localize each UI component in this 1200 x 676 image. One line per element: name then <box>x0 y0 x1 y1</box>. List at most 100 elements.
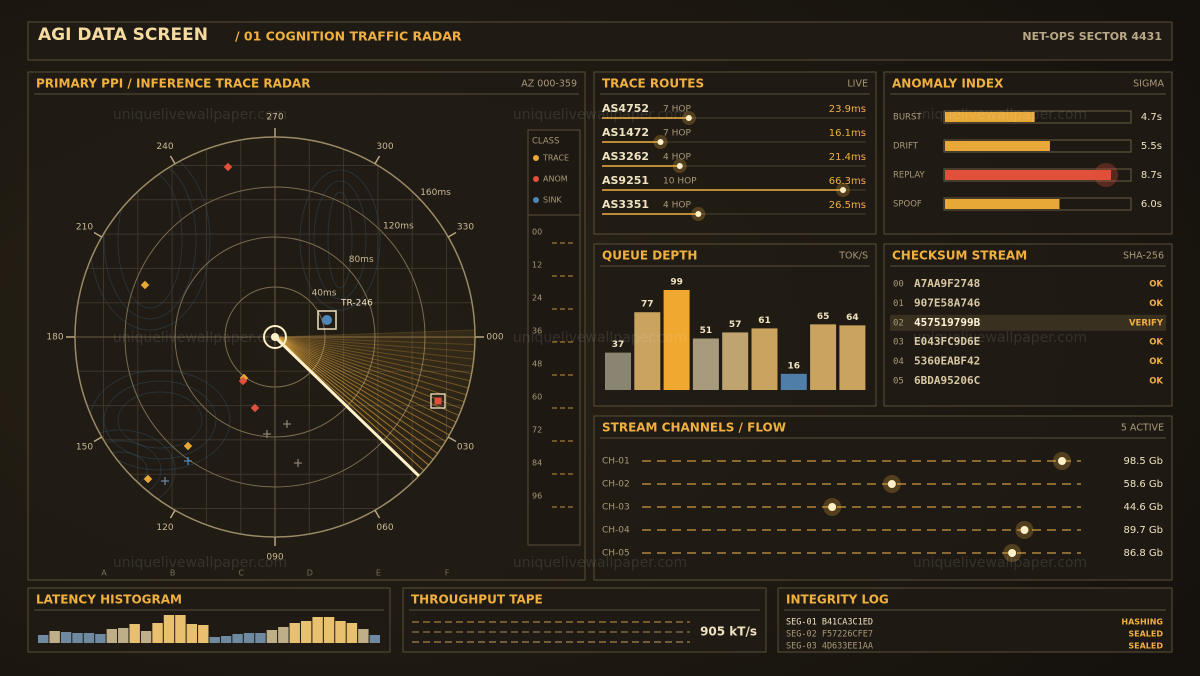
histogram-bar <box>243 633 255 643</box>
trace-blip <box>143 474 153 484</box>
hop-count: 4 HOP <box>663 153 691 163</box>
histogram-bar <box>278 627 289 643</box>
anom-target-box <box>430 393 446 409</box>
anomaly-glow <box>1094 163 1118 187</box>
histogram-bar <box>38 635 49 643</box>
histogram-bar <box>358 629 369 643</box>
legend-swatch <box>533 197 539 203</box>
sweep-trail <box>274 336 438 454</box>
asn: AS9251 <box>602 174 649 187</box>
panel-corner: 5 ACTIVE <box>1121 423 1164 434</box>
scale-label: 84 <box>532 459 542 468</box>
queue-label: 65 <box>817 312 830 322</box>
panel-corner: SIGMA <box>1133 79 1164 90</box>
histogram-bar <box>152 623 163 643</box>
channel-name: CH-02 <box>602 480 630 490</box>
plus-blip <box>263 430 271 438</box>
checksum-highlight <box>890 314 1166 331</box>
anomaly-bar <box>945 112 1035 122</box>
sweep-trail <box>274 336 457 423</box>
contour <box>117 391 203 449</box>
queue-label: 51 <box>700 326 713 336</box>
legend-title: CLASS <box>532 137 559 147</box>
route-knob <box>695 211 702 217</box>
column-label: B <box>170 569 176 578</box>
queue-bar <box>810 324 837 390</box>
queue-bar <box>663 290 690 390</box>
sweep-trail <box>274 336 475 353</box>
hop-count: 7 HOP <box>663 129 691 139</box>
histogram-bar <box>346 623 358 643</box>
checksum-index: 00 <box>893 280 904 290</box>
bearing-label: 090 <box>266 553 283 563</box>
anomaly-name: SPOOF <box>893 200 922 210</box>
route-knob <box>657 139 664 145</box>
histogram-bar <box>289 623 300 643</box>
anomaly-name: REPLAY <box>893 171 925 181</box>
histogram-bar <box>369 635 380 643</box>
watermark: uniquelivewallpaper.com <box>913 330 1087 346</box>
checksum-hash: 457519799B <box>914 316 981 329</box>
checksum-status: OK <box>1149 280 1163 290</box>
anom-blip <box>223 162 233 172</box>
column-label: A <box>101 569 107 578</box>
histogram-bar <box>140 631 152 643</box>
panel-frame <box>777 587 1173 653</box>
bearing-tick <box>447 436 457 443</box>
header-title: AGI DATA SCREEN <box>38 25 208 45</box>
target-label: TR-246 <box>340 299 373 309</box>
anomaly-track <box>943 110 1132 124</box>
panel-corner: LIVE <box>847 79 868 90</box>
histogram-bar <box>106 629 118 643</box>
queue-bar <box>722 332 749 390</box>
sweep-trail <box>274 336 460 416</box>
log-status: SEALED <box>1128 630 1163 639</box>
bearing-tick <box>93 436 103 443</box>
log-status: HASHING <box>1121 618 1163 627</box>
channel-value: 58.6 Gb <box>1123 479 1163 490</box>
anomaly-name: DRIFT <box>893 142 919 152</box>
queue-bar <box>839 325 866 390</box>
watermark: uniquelivewallpaper.com <box>913 107 1087 123</box>
channel-name: CH-01 <box>602 457 630 467</box>
checksum-index: 04 <box>893 357 904 367</box>
anomaly-track <box>943 139 1132 153</box>
anom-target-core <box>434 397 442 405</box>
asn: AS3351 <box>602 198 649 211</box>
bearing-label: 180 <box>46 333 63 343</box>
checksum-index: 01 <box>893 299 904 309</box>
panel-title: TRACE ROUTES <box>602 77 704 91</box>
sweep-trail <box>274 336 475 346</box>
bearing-tick <box>374 155 381 165</box>
panel-frame <box>402 587 767 653</box>
scale-label: 60 <box>532 393 542 402</box>
channel-knob <box>1020 526 1029 534</box>
histogram-bar <box>186 624 198 643</box>
queue-label: 99 <box>670 278 683 288</box>
sweep-trail <box>274 336 453 430</box>
latency: 21.4ms <box>829 152 866 163</box>
checksum-hash: 6BDA95206C <box>914 374 980 387</box>
sweep-trail <box>274 336 473 367</box>
asn: AS1472 <box>602 126 649 139</box>
route-knob <box>685 115 692 121</box>
histogram-bar <box>335 621 346 643</box>
anomaly-track <box>943 168 1132 182</box>
queue-label: 61 <box>758 316 771 326</box>
watermark: uniquelivewallpaper.com <box>113 107 287 123</box>
scale-label: 48 <box>532 360 542 369</box>
bearing-label: 270 <box>266 113 283 123</box>
checksum-index: 02 <box>893 318 904 328</box>
queue-bar <box>634 312 661 390</box>
queue-label: 16 <box>788 361 801 371</box>
channel-knob <box>887 480 896 488</box>
target-dot <box>322 315 332 325</box>
bearing-label: 210 <box>76 223 93 233</box>
histogram-bar <box>220 636 232 643</box>
tape-readout: 905 kT/s <box>700 625 757 639</box>
histogram-bar <box>72 633 83 643</box>
sweep-trail <box>274 336 469 389</box>
checksum-index: 05 <box>893 377 904 387</box>
panel-title: THROUGHPUT TAPE <box>411 593 543 607</box>
